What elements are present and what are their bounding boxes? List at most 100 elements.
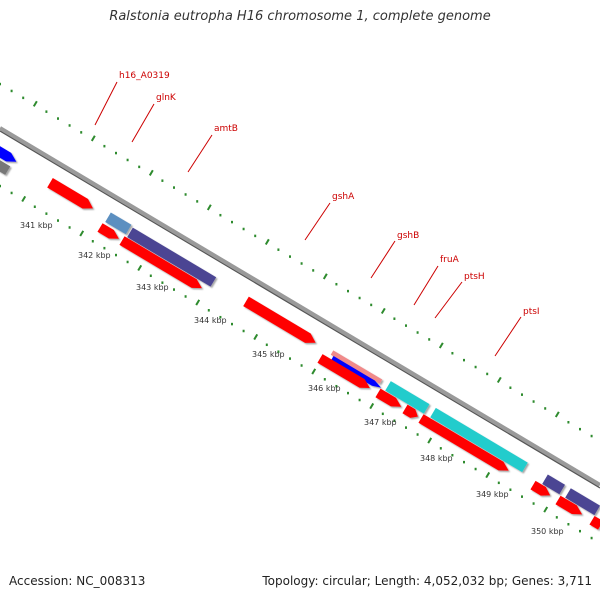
minor-tick-mark bbox=[486, 372, 489, 376]
minor-tick-mark bbox=[173, 186, 175, 189]
gene-feature[interactable] bbox=[375, 388, 403, 411]
major-tick-mark bbox=[206, 204, 212, 211]
major-tick-mark bbox=[496, 376, 502, 384]
minor-tick-mark bbox=[33, 205, 36, 209]
major-tick-mark bbox=[79, 230, 85, 237]
major-tick-mark bbox=[554, 411, 560, 418]
minor-tick-mark bbox=[138, 165, 141, 169]
gene-feature[interactable] bbox=[555, 495, 584, 519]
gene-label-amtB[interactable]: amtB bbox=[214, 124, 238, 134]
minor-tick-mark bbox=[544, 407, 547, 410]
gene-feature[interactable] bbox=[385, 381, 430, 414]
minor-tick-mark bbox=[242, 227, 245, 231]
kbp-label: 347 kbp bbox=[364, 418, 397, 427]
major-tick-mark bbox=[322, 273, 328, 280]
gene-feature[interactable] bbox=[127, 227, 217, 287]
gene-feature[interactable] bbox=[0, 158, 11, 175]
kbp-label-group: 341 kbp 342 kbp 343 kbp 344 kbp 345 kbp … bbox=[20, 221, 564, 536]
major-tick-mark bbox=[380, 307, 386, 314]
major-tick-mark bbox=[21, 195, 27, 203]
minor-tick-mark bbox=[416, 433, 419, 436]
chromosome-backbone bbox=[0, 126, 600, 487]
minor-tick-mark bbox=[300, 364, 303, 367]
minor-tick-mark bbox=[161, 179, 164, 182]
kbp-label: 343 kbp bbox=[136, 283, 169, 292]
minor-tick-mark bbox=[521, 495, 523, 498]
gene-label-gshB[interactable]: gshB bbox=[397, 231, 419, 241]
minor-tick-mark bbox=[254, 234, 257, 238]
minor-tick-mark bbox=[509, 386, 512, 389]
gene-feature[interactable] bbox=[317, 354, 372, 392]
gene-feature[interactable] bbox=[542, 474, 565, 495]
kbp-label: 342 kbp bbox=[78, 251, 111, 260]
gene-feature[interactable] bbox=[430, 407, 528, 473]
minor-tick-mark bbox=[521, 393, 523, 396]
minor-tick-mark bbox=[207, 309, 210, 312]
gene-label-leader bbox=[131, 103, 155, 143]
major-tick-mark bbox=[90, 135, 96, 142]
minor-tick-mark bbox=[405, 324, 407, 327]
gene-label-leader bbox=[94, 81, 118, 126]
minor-tick-mark bbox=[358, 296, 361, 300]
gene-feature[interactable] bbox=[105, 212, 132, 235]
major-tick-mark bbox=[264, 238, 270, 245]
minor-tick-mark bbox=[80, 131, 83, 134]
major-tick-mark bbox=[253, 333, 259, 341]
minor-tick-mark bbox=[335, 384, 338, 388]
gene-feature[interactable] bbox=[47, 178, 96, 213]
minor-tick-mark bbox=[196, 200, 199, 203]
gene-label-group: h16_A0319 glnK amtB gshA gshB fruA ptsH … bbox=[94, 71, 540, 357]
gene-feature[interactable] bbox=[330, 355, 382, 390]
minor-tick-mark bbox=[347, 289, 349, 293]
minor-tick-mark bbox=[393, 317, 396, 320]
kbp-label: 344 kbp bbox=[194, 316, 227, 325]
minor-tick-mark bbox=[579, 427, 581, 431]
gene-features bbox=[0, 144, 600, 530]
minor-tick-mark bbox=[347, 391, 349, 395]
gene-feature[interactable] bbox=[402, 404, 420, 421]
minor-tick-mark bbox=[45, 110, 48, 113]
minor-tick-mark bbox=[242, 329, 245, 333]
minor-tick-mark bbox=[370, 303, 373, 307]
minor-tick-mark bbox=[509, 488, 512, 491]
gene-feature[interactable] bbox=[243, 296, 318, 348]
minor-tick-mark bbox=[289, 357, 291, 360]
minor-tick-mark bbox=[161, 281, 164, 284]
gene-feature[interactable] bbox=[0, 144, 19, 166]
gene-feature[interactable] bbox=[565, 488, 600, 516]
gene-label-h16_A0319[interactable]: h16_A0319 bbox=[119, 71, 170, 81]
gene-feature[interactable] bbox=[330, 350, 383, 384]
gene-feature[interactable] bbox=[589, 515, 600, 530]
minor-tick-mark bbox=[463, 358, 465, 362]
gene-feature[interactable] bbox=[530, 480, 552, 500]
minor-tick-mark bbox=[405, 426, 407, 429]
minor-tick-mark bbox=[10, 89, 13, 93]
gene-label-leader bbox=[413, 265, 439, 306]
minor-tick-mark bbox=[474, 467, 477, 471]
minor-tick-mark bbox=[532, 502, 535, 505]
minor-tick-mark bbox=[126, 158, 129, 162]
minor-tick-mark bbox=[300, 262, 303, 265]
gene-feature[interactable] bbox=[119, 236, 204, 292]
minor-tick-mark bbox=[149, 274, 152, 278]
gene-label-ptsH[interactable]: ptsH bbox=[464, 272, 485, 282]
major-tick-mark bbox=[137, 264, 143, 272]
gene-label-gshA[interactable]: gshA bbox=[332, 192, 355, 202]
minor-tick-mark bbox=[289, 255, 291, 258]
minor-tick-mark bbox=[126, 260, 129, 264]
gene-label-fruA[interactable]: fruA bbox=[440, 255, 460, 265]
minor-tick-mark bbox=[439, 447, 442, 450]
gene-label-ptsI[interactable]: ptsI bbox=[523, 307, 540, 317]
gene-feature[interactable] bbox=[97, 223, 121, 243]
gene-feature[interactable] bbox=[418, 414, 511, 475]
minor-tick-mark bbox=[103, 144, 106, 148]
minor-tick-mark bbox=[532, 400, 535, 403]
minor-tick-mark bbox=[91, 240, 94, 243]
minor-tick-mark bbox=[10, 191, 13, 195]
minor-tick-mark bbox=[579, 529, 581, 533]
kbp-label: 348 kbp bbox=[420, 454, 453, 463]
minor-tick-mark bbox=[497, 481, 500, 485]
minor-tick-mark bbox=[57, 117, 59, 120]
gene-label-glnK[interactable]: glnK bbox=[156, 93, 177, 103]
